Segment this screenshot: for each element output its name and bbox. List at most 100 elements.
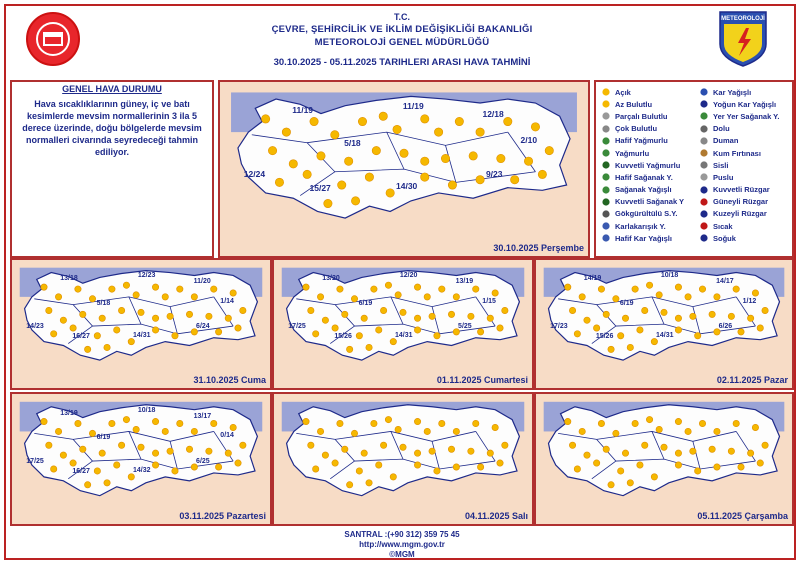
sun-icon — [239, 441, 247, 449]
temperature-label: 6/24 — [196, 322, 210, 330]
sun-icon — [321, 316, 329, 324]
sun-icon — [441, 154, 451, 164]
sun-icon — [351, 196, 361, 206]
sun-icon — [660, 308, 668, 316]
sun-icon — [74, 420, 82, 428]
sun-icon — [380, 306, 388, 314]
sun-icon — [607, 345, 615, 353]
sun-icon — [224, 449, 232, 457]
sun-icon — [88, 295, 96, 303]
sun-icon — [747, 314, 755, 322]
sun-icon — [166, 447, 174, 455]
sun-icon — [389, 338, 397, 346]
region-border — [354, 458, 496, 470]
sun-icon — [491, 423, 499, 431]
page-title: 30.10.2025 - 05.11.2025 TARIHLERI ARASI … — [273, 57, 531, 68]
sun-icon — [756, 324, 764, 332]
sun-icon — [454, 117, 464, 127]
temperature-label: 13/20 — [322, 275, 340, 283]
sun-icon — [69, 324, 77, 332]
legend-symbol-icon — [698, 87, 710, 97]
temperature-label: 10/18 — [137, 406, 156, 414]
legend-item: Çok Bulutlu — [600, 123, 698, 135]
sun-icon — [438, 420, 446, 428]
sun-icon — [132, 425, 140, 433]
sun-icon — [375, 461, 383, 469]
region-border — [390, 296, 404, 325]
sun-icon — [583, 451, 591, 459]
map-day-4: 02.11.2025 Pazar 14/19 10/18 14/17 6/19 1/12… — [534, 258, 794, 390]
map-date: 03.11.2025 Pazartesi — [179, 511, 266, 521]
sun-icon — [477, 463, 485, 471]
sun-icon — [365, 479, 373, 487]
region-border — [615, 323, 756, 335]
sun-icon — [573, 465, 581, 473]
legend-symbol-icon — [600, 111, 612, 121]
sun-icon — [583, 316, 591, 324]
sun-icon — [312, 330, 320, 338]
legend-label: Hafif Kar Yağışlı — [615, 233, 672, 243]
sun-icon — [674, 283, 682, 291]
sun-icon — [59, 451, 67, 459]
sun-icon — [50, 465, 58, 473]
sun-icon — [503, 117, 513, 127]
region-border — [596, 296, 737, 308]
legend-symbol-icon — [698, 148, 710, 158]
sun-icon — [468, 151, 478, 161]
sun-icon — [414, 461, 422, 469]
legend-label: Çok Bulutlu — [615, 124, 658, 134]
sun-icon — [472, 420, 480, 428]
turkey-map — [543, 267, 785, 361]
temperature-label: 11/19 — [292, 104, 314, 115]
sun-icon — [399, 443, 407, 451]
sun-icon — [127, 473, 135, 481]
sun-icon — [597, 420, 605, 428]
directorate-name: METEOROLOJİ GENEL MÜDÜRLÜĞÜ — [314, 37, 490, 48]
temperature-label: 15/26 — [334, 332, 352, 340]
temperature-label: 1/14 — [220, 297, 234, 305]
sun-icon — [392, 124, 402, 134]
sun-icon — [371, 146, 381, 156]
temperature-label: 15/26 — [595, 332, 614, 340]
sun-icon — [59, 316, 67, 324]
sun-icon — [234, 459, 242, 467]
sun-icon — [190, 427, 198, 435]
temperature-label: 12/20 — [399, 272, 418, 280]
sun-icon — [45, 441, 53, 449]
legend-symbol-icon — [698, 111, 710, 121]
sun-icon — [593, 459, 601, 467]
general-weather-panel: GENEL HAVA DURUMU Hava sıcaklıklarının g… — [10, 80, 214, 258]
turkey-map — [281, 401, 525, 497]
sun-icon — [496, 459, 504, 467]
region-border — [92, 323, 234, 335]
ministry-logo — [26, 12, 80, 66]
sun-icon — [433, 467, 441, 475]
sun-icon — [137, 308, 145, 316]
region-border — [73, 431, 214, 442]
sun-icon — [364, 172, 374, 182]
legend-label: Kuzeyli Rüzgar — [713, 209, 767, 219]
sun-icon — [713, 427, 721, 435]
sun-icon — [423, 293, 431, 301]
sun-icon — [414, 418, 422, 426]
sun-icon — [438, 285, 446, 293]
website-link[interactable]: http://www.mgm.gov.tr — [359, 540, 445, 549]
sun-icon — [113, 461, 121, 469]
sun-icon — [331, 459, 339, 467]
legend-label: Kar Yağışlı — [713, 87, 752, 97]
sun-icon — [477, 328, 485, 336]
sun-icon — [684, 293, 692, 301]
sun-icon — [496, 324, 504, 332]
legend-label: Yoğun Kar Yağışlı — [713, 99, 777, 109]
sun-icon — [573, 330, 581, 338]
region-border — [507, 131, 536, 173]
sun-icon — [737, 328, 745, 336]
map-date: 02.11.2025 Pazar — [716, 375, 788, 385]
temperature-label: 10/18 — [660, 272, 679, 280]
sun-icon — [152, 418, 160, 426]
sun-icon — [501, 306, 509, 314]
sun-icon — [98, 314, 106, 322]
legend-label: Yer Yer Sağanak Y. — [713, 111, 780, 121]
sun-icon — [564, 283, 572, 291]
region-border — [596, 431, 737, 442]
